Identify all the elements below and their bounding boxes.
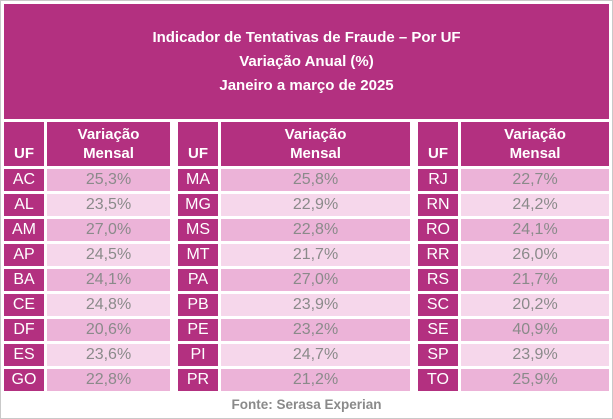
value-cell: 24,8% xyxy=(47,294,170,316)
value-cell: 24,5% xyxy=(47,244,170,266)
uf-cell: RO xyxy=(418,219,458,241)
value-cell: 24,7% xyxy=(221,344,410,366)
variation-column-header: Variação Mensal xyxy=(461,122,609,166)
value-cell: 40,9% xyxy=(461,319,609,341)
value-cell: 21,2% xyxy=(221,369,410,391)
value-cell: 26,0% xyxy=(461,244,609,266)
value-cell: 25,3% xyxy=(47,169,170,191)
value-cell: 22,8% xyxy=(221,219,410,241)
value-cell: 24,1% xyxy=(47,269,170,291)
value-cell: 25,9% xyxy=(461,369,609,391)
uf-cell: RR xyxy=(418,244,458,266)
uf-cell: MA xyxy=(178,169,218,191)
title-line-3: Janeiro a março de 2025 xyxy=(219,76,394,94)
title-line-2: Variação Anual (%) xyxy=(239,52,374,70)
uf-cell: TO xyxy=(418,369,458,391)
variation-column-header: Variação Mensal xyxy=(221,122,410,166)
value-cell: 22,8% xyxy=(47,369,170,391)
value-cell: 23,6% xyxy=(47,344,170,366)
value-cell: 21,7% xyxy=(221,244,410,266)
uf-cell: PI xyxy=(178,344,218,366)
uf-cell: MG xyxy=(178,194,218,216)
uf-cell: CE xyxy=(4,294,44,316)
value-cell: 23,9% xyxy=(461,344,609,366)
uf-column-header: UF xyxy=(418,122,458,166)
uf-cell: DF xyxy=(4,319,44,341)
value-cell: 27,0% xyxy=(47,219,170,241)
uf-cell: RN xyxy=(418,194,458,216)
uf-cell: SC xyxy=(418,294,458,316)
uf-column-header: UF xyxy=(178,122,218,166)
value-cell: 20,6% xyxy=(47,319,170,341)
value-cell: 23,9% xyxy=(221,294,410,316)
uf-cell: RJ xyxy=(418,169,458,191)
report-title: Indicador de Tentativas de Fraude – Por … xyxy=(4,4,609,119)
value-cell: 21,7% xyxy=(461,269,609,291)
uf-cell: RS xyxy=(418,269,458,291)
uf-cell: PR xyxy=(178,369,218,391)
uf-cell: PB xyxy=(178,294,218,316)
uf-cell: AL xyxy=(4,194,44,216)
uf-variation-table: UF Variação Mensal AC 25,3% AL 23,5% AM 27,0% AP… xyxy=(4,122,609,391)
value-cell: 22,7% xyxy=(461,169,609,191)
uf-table-group-2: UF Variação Mensal MA 25,8% MG 22,9% MS 22,8% MT… xyxy=(178,122,410,391)
value-cell: 22,9% xyxy=(221,194,410,216)
uf-cell: PA xyxy=(178,269,218,291)
uf-cell: SE xyxy=(418,319,458,341)
uf-cell: AM xyxy=(4,219,44,241)
uf-cell: GO xyxy=(4,369,44,391)
uf-cell: AC xyxy=(4,169,44,191)
uf-cell: MS xyxy=(178,219,218,241)
uf-column-header: UF xyxy=(4,122,44,166)
value-cell: 24,1% xyxy=(461,219,609,241)
uf-cell: PE xyxy=(178,319,218,341)
value-cell: 27,0% xyxy=(221,269,410,291)
uf-cell: BA xyxy=(4,269,44,291)
source-note: Fonte: Serasa Experian xyxy=(231,397,382,412)
uf-cell: MT xyxy=(178,244,218,266)
uf-cell: AP xyxy=(4,244,44,266)
variation-column-header: Variação Mensal xyxy=(47,122,170,166)
uf-cell: ES xyxy=(4,344,44,366)
uf-cell: SP xyxy=(418,344,458,366)
value-cell: 25,8% xyxy=(221,169,410,191)
uf-table-group-3: UF Variação Mensal RJ 22,7% RN 24,2% RO 24,1% RR… xyxy=(418,122,609,391)
uf-table-group-1: UF Variação Mensal AC 25,3% AL 23,5% AM 27,0% AP… xyxy=(4,122,170,391)
title-line-1: Indicador de Tentativas de Fraude – Por … xyxy=(152,28,461,46)
value-cell: 23,2% xyxy=(221,319,410,341)
value-cell: 24,2% xyxy=(461,194,609,216)
value-cell: 20,2% xyxy=(461,294,609,316)
value-cell: 23,5% xyxy=(47,194,170,216)
